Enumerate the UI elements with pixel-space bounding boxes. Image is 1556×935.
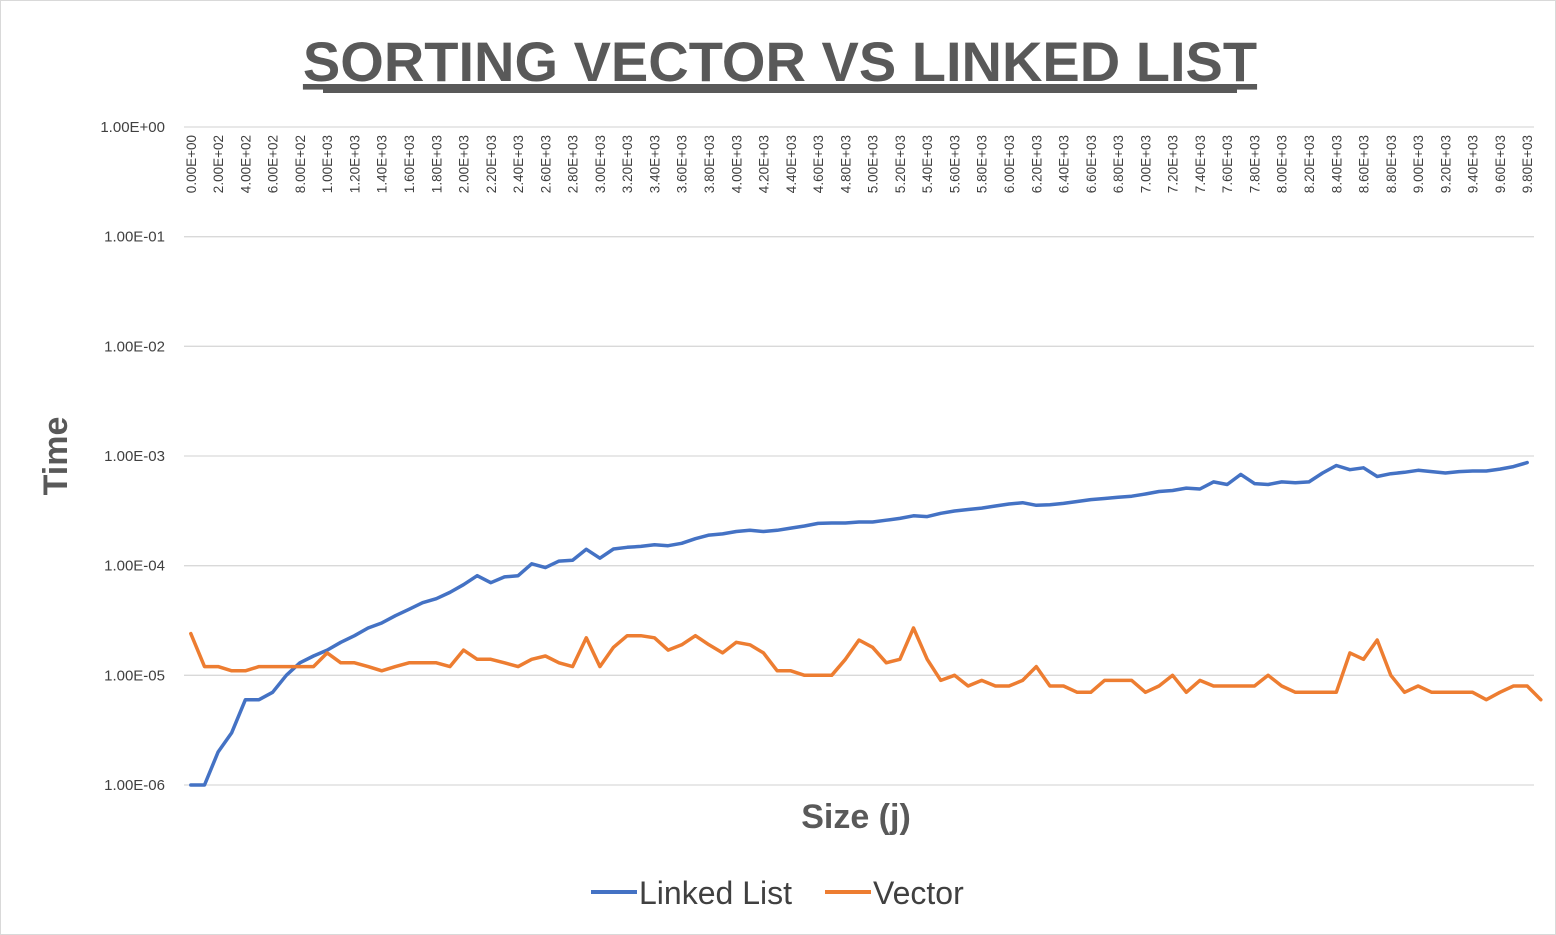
x-tick-label: 4.20E+03 xyxy=(757,135,772,193)
x-tick-label: 6.20E+03 xyxy=(1029,135,1044,193)
x-tick-label: 8.00E+02 xyxy=(293,135,308,193)
x-tick-label: 8.60E+03 xyxy=(1357,135,1372,193)
x-tick-label: 3.80E+03 xyxy=(702,135,717,193)
y-axis-title: Time xyxy=(37,417,75,496)
x-tick-label: 9.60E+03 xyxy=(1493,135,1508,193)
x-tick-label: 2.00E+03 xyxy=(457,135,472,193)
x-tick-label: 4.80E+03 xyxy=(838,135,853,193)
x-tick-label: 8.20E+03 xyxy=(1302,135,1317,193)
x-tick-labels: 0.00E+00 2.00E+02 4.00E+02 6.00E+02 8.00E+02… xyxy=(184,135,1535,193)
x-tick-label: 1.20E+03 xyxy=(347,135,362,193)
x-tick-label: 7.00E+03 xyxy=(1138,135,1153,193)
x-tick-label: 1.40E+03 xyxy=(375,135,390,193)
legend-label-linked-list: Linked List xyxy=(639,875,792,911)
x-tick-label: 2.60E+03 xyxy=(538,135,553,193)
y-tick-label: 1.00E-01 xyxy=(104,229,165,246)
series-lines xyxy=(189,460,1543,787)
x-tick-label: 7.20E+03 xyxy=(1166,135,1181,193)
x-tick-label: 2.00E+02 xyxy=(211,135,226,193)
x-tick-label: 2.40E+03 xyxy=(511,135,526,193)
x-tick-label: 1.00E+03 xyxy=(320,135,335,193)
series-line-linked-list xyxy=(189,460,1529,787)
y-tick-label: 1.00E-04 xyxy=(104,558,165,575)
x-tick-label: 2.20E+03 xyxy=(484,135,499,193)
x-tick-label: 9.00E+03 xyxy=(1411,135,1426,193)
x-tick-label: 4.40E+03 xyxy=(784,135,799,193)
x-tick-label: 6.40E+03 xyxy=(1057,135,1072,193)
x-tick-label: 9.20E+03 xyxy=(1438,135,1453,193)
x-tick-label: 8.80E+03 xyxy=(1384,135,1399,193)
x-tick-label: 2.80E+03 xyxy=(566,135,581,193)
x-tick-label: 6.80E+03 xyxy=(1111,135,1126,193)
y-tick-label: 1.00E+00 xyxy=(100,119,165,136)
y-tick-label: 1.00E-03 xyxy=(104,448,165,465)
x-tick-label: 5.20E+03 xyxy=(893,135,908,193)
x-tick-label: 1.80E+03 xyxy=(429,135,444,193)
x-tick-label: 3.20E+03 xyxy=(620,135,635,193)
x-tick-label: 6.00E+02 xyxy=(266,135,281,193)
x-tick-label: 6.00E+03 xyxy=(1002,135,1017,193)
x-tick-label: 8.40E+03 xyxy=(1329,135,1344,193)
x-tick-label: 5.00E+03 xyxy=(866,135,881,193)
x-tick-label: 8.00E+03 xyxy=(1275,135,1290,193)
x-tick-label: 4.00E+02 xyxy=(238,135,253,193)
x-tick-label: 3.40E+03 xyxy=(647,135,662,193)
x-tick-label: 7.60E+03 xyxy=(1220,135,1235,193)
x-tick-label: 9.40E+03 xyxy=(1466,135,1481,193)
y-tick-label: 1.00E-05 xyxy=(104,667,165,684)
x-tick-label: 1.60E+03 xyxy=(402,135,417,193)
x-tick-label: 9.80E+03 xyxy=(1520,135,1535,193)
x-tick-label: 5.60E+03 xyxy=(947,135,962,193)
chart-title: SORTING VECTOR VS LINKED LIST xyxy=(303,30,1257,93)
x-tick-label: 5.80E+03 xyxy=(975,135,990,193)
x-axis-title: Size (j) xyxy=(801,798,911,836)
x-tick-label: 4.60E+03 xyxy=(811,135,826,193)
legend-label-vector: Vector xyxy=(873,875,964,911)
x-tick-label: 4.00E+03 xyxy=(729,135,744,193)
x-tick-label: 7.80E+03 xyxy=(1247,135,1262,193)
x-tick-label: 0.00E+00 xyxy=(184,135,199,193)
y-tick-label: 1.00E-02 xyxy=(104,338,165,355)
y-tick-labels: 1.00E-06 1.00E-05 1.00E-04 1.00E-03 1.00E-02… xyxy=(100,119,165,794)
series-line-vector xyxy=(189,626,1543,702)
gridlines xyxy=(184,126,1534,786)
x-tick-label: 3.60E+03 xyxy=(675,135,690,193)
y-tick-label: 1.00E-06 xyxy=(104,777,165,794)
x-tick-label: 7.40E+03 xyxy=(1193,135,1208,193)
x-tick-label: 3.00E+03 xyxy=(593,135,608,193)
x-tick-label: 6.60E+03 xyxy=(1084,135,1099,193)
legend: Linked List Vector xyxy=(591,875,964,911)
x-tick-label: 5.40E+03 xyxy=(920,135,935,193)
